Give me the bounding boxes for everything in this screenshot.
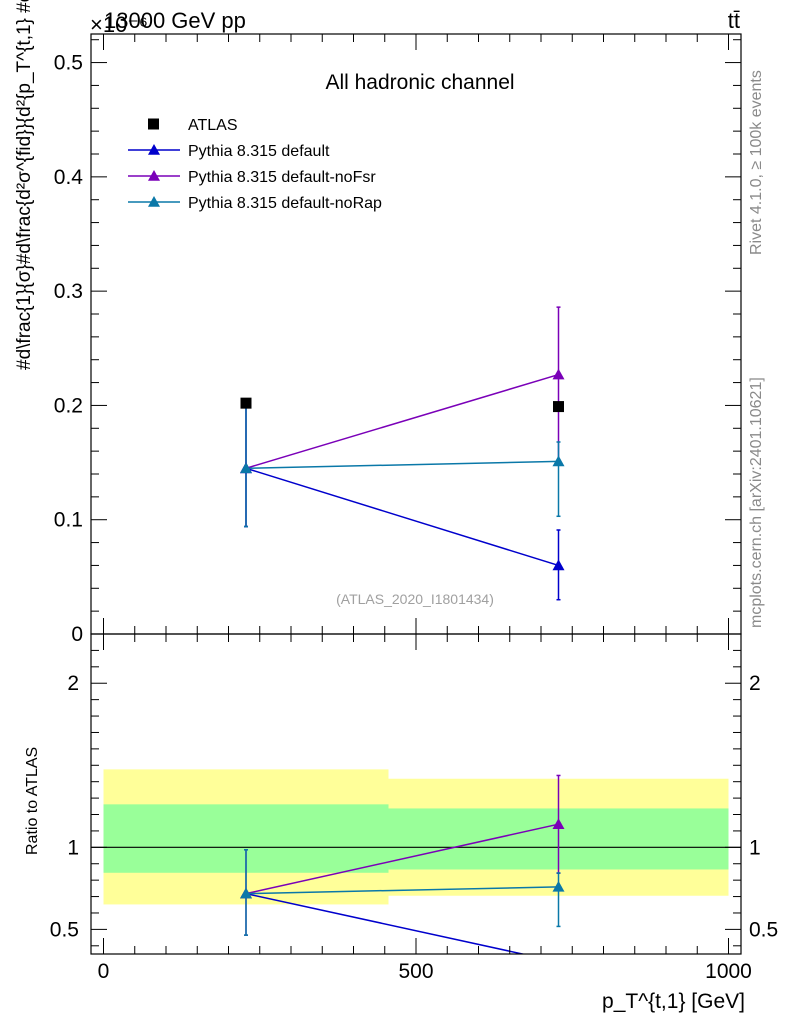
main-y-axis: 0 0.1 0.2 0.3 0.4 0.5 — [54, 39, 741, 646]
legend-label: ATLAS — [188, 117, 238, 134]
y-tick-label: 0.3 — [54, 280, 83, 303]
ratio-panel: 0.5 0.5 1 1 2 2 0 500 1000 Ratio to ATLAS p_T^{… — [24, 34, 778, 1013]
legend-marker-triangle — [148, 144, 160, 155]
legend-label: Pythia 8.315 default — [188, 143, 330, 160]
energy-label: 13000 GeV pp — [104, 8, 246, 33]
exponent-label: ×10⁻⁶ — [90, 12, 148, 37]
ratio-y-tick-label: 0.5 — [50, 918, 79, 941]
data-point-square — [553, 401, 564, 413]
ratio-point-triangle — [240, 887, 252, 899]
legend: ATLAS Pythia 8.315 default Pythia 8.315 de… — [128, 117, 382, 212]
ratio-series-line — [245, 886, 559, 895]
y-tick-label: 0 — [71, 623, 83, 646]
x-axis-label: p_T^{t,1} [GeV] — [602, 990, 745, 1013]
y-tick-label: 0.4 — [54, 166, 84, 189]
ratio-data — [240, 774, 565, 954]
data-point-triangle — [552, 455, 565, 467]
chart-title: All hadronic channel — [325, 71, 514, 94]
x-tick-label: 0 — [98, 960, 110, 983]
legend-marker-triangle — [148, 170, 160, 181]
ratio-y-tick-label-right: 1 — [749, 836, 761, 859]
ratio-y-axis-label: Ratio to ATLAS — [24, 747, 41, 855]
process-label: tt̄ — [728, 8, 740, 33]
ratio-y-tick-label-right: 2 — [749, 672, 761, 695]
rivet-label: Rivet 4.1.0, ≥ 100k events — [748, 70, 765, 255]
series-line — [245, 460, 559, 470]
data-point-square — [240, 397, 252, 409]
ratio-point-triangle — [552, 818, 565, 829]
ratio-y-tick-label: 2 — [67, 672, 79, 695]
ratio-y-axis: 0.5 0.5 1 1 2 2 — [50, 649, 778, 947]
x-axis: 0 500 1000 — [98, 34, 752, 983]
main-data — [240, 306, 565, 601]
data-point-triangle — [240, 462, 252, 474]
y-tick-label: 0.2 — [54, 394, 83, 417]
main-y-axis-label: #d\frac{1}{σ}#d\frac{d²σ^{fid}}{d²{p_T^{… — [14, 0, 35, 370]
series-line — [245, 373, 559, 470]
legend-label: Pythia 8.315 default-noRap — [188, 195, 382, 212]
y-tick-label: 0.5 — [54, 52, 83, 75]
legend-label: Pythia 8.315 default-noFsr — [188, 169, 376, 186]
ratio-y-tick-label: 1 — [67, 836, 79, 859]
main-panel: 0 0.1 0.2 0.3 0.4 0.5 #d\frac{1}{σ}#d\frac{d²… — [14, 0, 742, 646]
ratio-point-triangle — [552, 880, 565, 892]
ratio-series-line — [245, 823, 559, 895]
data-point-triangle — [552, 559, 565, 571]
legend-marker-triangle — [148, 196, 160, 207]
watermark: (ATLAS_2020_I1801434) — [336, 591, 494, 607]
series-line — [245, 467, 559, 567]
ratio-uncertainty-bands — [103, 769, 729, 905]
x-tick-label: 1000 — [705, 960, 752, 983]
ratio-y-tick-label-right: 0.5 — [749, 918, 778, 941]
legend-marker-square — [148, 118, 159, 130]
x-tick-label: 500 — [398, 960, 433, 983]
mcplots-label: mcplots.cern.ch [arXiv:2401.10621] — [748, 377, 765, 628]
data-point-triangle — [552, 368, 565, 380]
y-tick-label: 0.1 — [54, 509, 83, 532]
ratio-series-line — [245, 892, 526, 954]
